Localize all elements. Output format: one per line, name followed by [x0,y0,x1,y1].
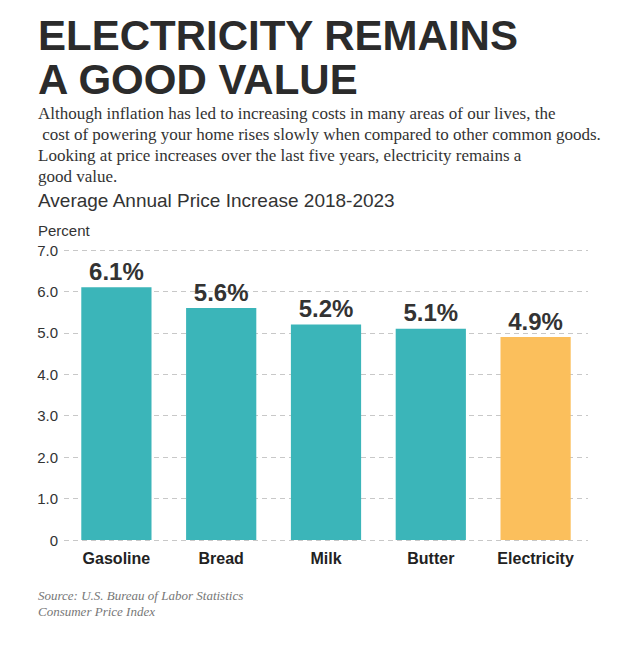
svg-text:Percent: Percent [38,222,91,239]
svg-text:A GOOD VALUE: A GOOD VALUE [38,56,358,103]
svg-text:1.0: 1.0 [37,490,58,507]
svg-text:7.0: 7.0 [37,242,58,259]
svg-text:6.1%: 6.1% [89,258,144,285]
svg-text:0: 0 [50,532,58,549]
svg-text:Milk: Milk [310,550,341,567]
svg-text:good value.: good value. [38,167,117,186]
svg-text:5.6%: 5.6% [194,279,249,306]
svg-text:4.9%: 4.9% [508,308,563,335]
svg-text:3.0: 3.0 [37,407,58,424]
svg-text:Electricity: Electricity [497,550,574,567]
svg-text:Average Annual Price Increase: Average Annual Price Increase 2018-2023 [38,190,395,211]
svg-text:ELECTRICITY REMAINS: ELECTRICITY REMAINS [38,12,530,59]
svg-text:4.0: 4.0 [37,366,58,383]
svg-text:Gasoline: Gasoline [83,550,151,567]
svg-text:cost of powering your home ris: cost of powering your home rises slowly … [38,125,605,144]
svg-text:Although inflation has led to: Although inflation has led to increasing… [38,104,555,123]
svg-text:6.0: 6.0 [37,283,58,300]
svg-text:Butter: Butter [407,550,454,567]
svg-text:Consumer Price Index: Consumer Price Index [38,604,155,619]
svg-text:Bread: Bread [199,550,244,567]
svg-text:Looking at price increases ove: Looking at price increases over the last… [38,146,526,165]
svg-text:2.0: 2.0 [37,449,58,466]
svg-text:Source: U.S. Bureau of Labor S: Source: U.S. Bureau of Labor Statistics [38,588,243,603]
svg-text:5.2%: 5.2% [299,295,354,322]
svg-text:5.1%: 5.1% [403,299,458,326]
svg-text:5.0: 5.0 [37,324,58,341]
